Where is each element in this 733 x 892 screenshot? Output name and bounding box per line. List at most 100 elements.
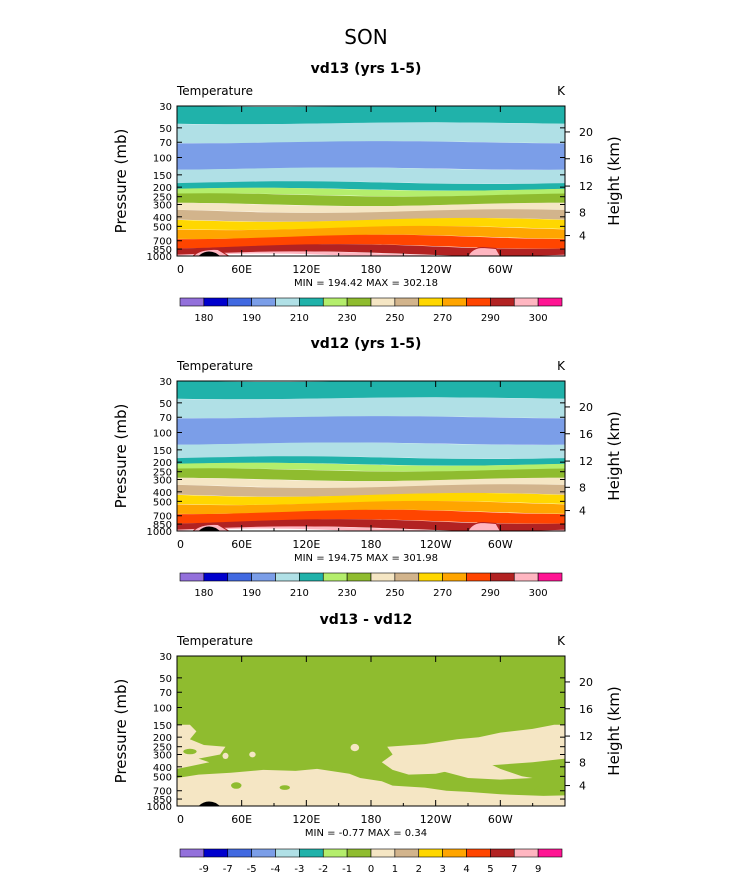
y-tick-label: 150: [153, 171, 172, 182]
x-tick-label: 120W: [420, 263, 452, 276]
colorbar-label: -1: [342, 864, 352, 875]
surface-pink-patch: [467, 247, 501, 256]
y-tick-label: 70: [159, 688, 172, 699]
colorbar-label: 210: [290, 588, 309, 599]
plot-area: [177, 381, 565, 531]
colorbar-swatch: [322, 297, 348, 307]
colorbar-label: 290: [481, 588, 500, 599]
colorbar-label: 190: [242, 313, 261, 324]
surface-pink-patch: [467, 522, 501, 531]
colorbar-swatch: [466, 848, 491, 858]
colorbar-swatch: [227, 297, 252, 307]
colorbar-swatch: [513, 848, 539, 858]
colorbar-label: -7: [223, 864, 233, 875]
diff-anomaly-region: [177, 724, 226, 769]
y-tick-label: 50: [159, 399, 172, 410]
contour-band: [177, 397, 565, 419]
colorbar-swatch: [346, 572, 372, 582]
colorbar-label: 1: [392, 864, 398, 875]
diff-anomaly-region: [441, 751, 533, 780]
colorbar-swatch: [299, 572, 324, 582]
y-tick-label: 1000: [147, 252, 172, 263]
diff-speck: [413, 746, 426, 754]
colorbar-swatch: [537, 572, 563, 582]
colorbar-swatch: [394, 848, 420, 858]
contour-band: [177, 225, 565, 239]
height-tick-label: 8: [579, 481, 586, 494]
y-axis-label-right: Height (km): [605, 686, 623, 775]
diff-speck: [279, 785, 290, 790]
min-max-stats: MIN = 194.75 MAX = 301.98: [294, 553, 438, 564]
colorbar-swatch: [346, 297, 372, 307]
x-tick-label: 120W: [420, 813, 452, 826]
colorbar-swatch: [513, 297, 539, 307]
colorbar-label: 250: [385, 313, 404, 324]
colorbar-swatch: [370, 297, 396, 307]
colorbar-swatch: [490, 297, 515, 307]
x-tick-label: 120E: [292, 263, 320, 276]
colorbar-label: 300: [529, 313, 548, 324]
contour-band: [177, 217, 565, 230]
colorbar-swatch: [275, 572, 300, 582]
y-tick-label: 200: [153, 733, 172, 744]
panel-2: vd12 (yrs 1-5)Temperature K30507010015020…: [112, 336, 623, 599]
y-tick-label: 300: [153, 750, 172, 761]
contour-band: [177, 202, 565, 213]
contour-band: [177, 193, 565, 207]
colorbar-swatch: [442, 297, 467, 307]
y-axis-label: Pressure (mb): [112, 404, 130, 509]
contour-band: [177, 106, 565, 125]
height-tick-label: 20: [579, 676, 593, 689]
colorbar-label: 5: [487, 864, 493, 875]
height-tick-label: 4: [579, 505, 586, 518]
colorbar-label: -5: [247, 864, 257, 875]
x-tick-label: 60E: [231, 813, 252, 826]
y-tick-label: 700: [153, 512, 172, 523]
x-tick-label: 120E: [292, 538, 320, 551]
panel-title: vd13 (yrs 1-5): [311, 61, 422, 77]
contour-band: [177, 500, 565, 514]
y-tick-label: 250: [153, 468, 172, 479]
contour-band: [177, 416, 565, 445]
colorbar-swatch: [442, 848, 467, 858]
colorbar-swatch: [203, 572, 229, 582]
contour-band: [177, 122, 565, 144]
diff-anomaly-region: [177, 768, 565, 806]
colorbar-swatch: [179, 848, 205, 858]
colorbar-label: 290: [481, 313, 500, 324]
colorbar-label: 300: [529, 588, 548, 599]
y-tick-label: 100: [153, 154, 172, 165]
colorbar-label: 250: [385, 588, 404, 599]
colorbar-swatch: [179, 297, 205, 307]
contour-band: [177, 209, 565, 222]
y-tick-label: 200: [153, 183, 172, 194]
colorbar-swatch: [322, 572, 348, 582]
colorbar-label: 190: [242, 588, 261, 599]
colorbar-swatch: [442, 572, 467, 582]
plot-area: [177, 106, 565, 256]
colorbar-label: -4: [271, 864, 281, 875]
y-axis-label: Pressure (mb): [112, 129, 130, 234]
x-tick-label: 60W: [488, 813, 513, 826]
x-tick-label: 60E: [231, 538, 252, 551]
colorbar: -9 -7 -5 -4 -3 -2 -1 0 1 2 3 4 5 7 9: [179, 848, 563, 875]
y-tick-label: 850: [153, 245, 172, 256]
diff-speck: [231, 782, 242, 789]
colorbar-swatch: [299, 297, 324, 307]
colorbar-label: 2: [416, 864, 422, 875]
colorbar-swatch: [203, 297, 229, 307]
colorbar-swatch: [394, 572, 420, 582]
diff-speck: [249, 751, 256, 758]
height-tick-label: 16: [579, 428, 593, 441]
colorbar-swatch: [466, 297, 491, 307]
colorbar-swatch: [370, 572, 396, 582]
contour-band: [177, 492, 565, 505]
panel-units: K: [557, 84, 566, 98]
x-tick-label: 180: [361, 263, 382, 276]
contour-band: [177, 181, 565, 191]
panel-left-label: Temperature: [176, 359, 253, 373]
x-tick-label: 0: [177, 263, 184, 276]
colorbar-label: 270: [433, 588, 452, 599]
